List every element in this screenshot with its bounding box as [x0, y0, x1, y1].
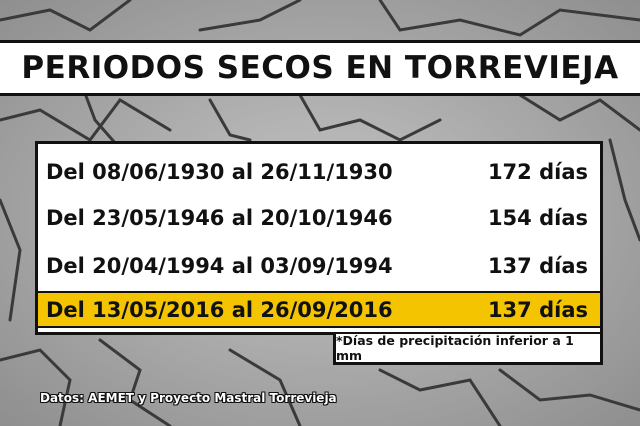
period-row: Del 20/04/1994 al 03/09/1994 137 días	[38, 248, 600, 284]
period-row: Del 23/05/1946 al 20/10/1946 154 días	[38, 200, 600, 236]
period-days: 137 días	[487, 254, 588, 278]
period-days: 154 días	[487, 206, 588, 230]
period-days: 137 días	[487, 297, 588, 322]
title-banner: PERIODOS SECOS EN TORREVIEJA	[0, 40, 640, 96]
period-days: 172 días	[487, 160, 588, 184]
page-title: PERIODOS SECOS EN TORREVIEJA	[21, 50, 619, 86]
period-dates: Del 13/05/2016 al 26/09/2016	[46, 297, 393, 322]
period-dates: Del 08/06/1930 al 26/11/1930	[46, 160, 393, 184]
data-source: Datos: AEMET y Proyecto Mastral Torrevie…	[40, 391, 337, 405]
period-dates: Del 20/04/1994 al 03/09/1994	[46, 254, 393, 278]
footnote-text: *Días de precipitación inferior a 1 mm	[336, 333, 574, 363]
period-row: Del 08/06/1930 al 26/11/1930 172 días	[38, 154, 600, 190]
period-row-highlighted: Del 13/05/2016 al 26/09/2016 137 días	[38, 291, 600, 328]
dry-periods-table: Del 08/06/1930 al 26/11/1930 172 días De…	[35, 141, 603, 335]
period-dates: Del 23/05/1946 al 20/10/1946	[46, 206, 393, 230]
footnote: *Días de precipitación inferior a 1 mm	[333, 333, 603, 365]
